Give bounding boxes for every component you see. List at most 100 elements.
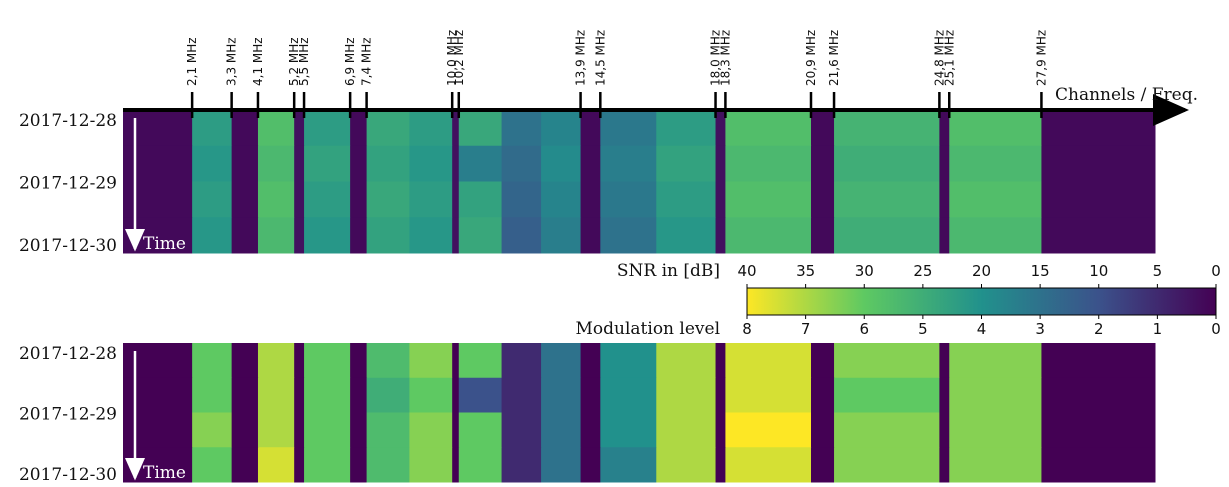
heatmap-cell	[192, 377, 233, 413]
heatmap-cell	[458, 377, 503, 413]
heatmap-cell	[458, 412, 503, 448]
x-tick-label: 4,1 MHz	[251, 37, 265, 86]
x-tick-label: 7,4 MHz	[360, 37, 374, 86]
heatmap-cell	[541, 343, 582, 379]
x-tick-label: 13,9 MHz	[574, 30, 588, 86]
heatmap-cell	[715, 145, 726, 182]
colorbar-tick-label: 5	[918, 320, 928, 338]
x-tick-label: 20,9 MHz	[804, 30, 818, 86]
heatmap-cell	[715, 343, 726, 379]
heatmap-cell	[834, 447, 940, 483]
heatmap-cell	[257, 217, 295, 254]
x-tick-label: 10,0 MHz	[445, 30, 459, 86]
heatmap-cell	[231, 110, 259, 147]
heatmap-cell	[123, 145, 193, 182]
heatmap-cell	[501, 181, 542, 218]
heatmap-cell	[600, 217, 657, 254]
heatmap-cell	[656, 343, 717, 379]
colorbar-tick-label: 15	[1031, 262, 1050, 280]
heatmap-cell	[811, 447, 835, 483]
heatmap-cell	[257, 181, 295, 218]
heatmap-cell	[501, 217, 542, 254]
date-label: 2017-12-28	[19, 111, 117, 131]
heatmap-cell	[257, 343, 295, 379]
heatmap-cell	[409, 181, 453, 218]
heatmap-cell	[656, 181, 717, 218]
heatmap-cell	[452, 412, 460, 448]
heatmap-cell	[949, 145, 1042, 182]
colorbar-tick-label: 25	[913, 262, 932, 280]
heatmap-cell	[501, 145, 542, 182]
heatmap-cell	[366, 447, 410, 483]
heatmap-cell	[600, 110, 657, 147]
heatmap-cell	[350, 343, 368, 379]
heatmap-cell	[304, 377, 351, 413]
x-tick-label: 14,5 MHz	[593, 30, 607, 86]
heatmap-cell	[656, 412, 717, 448]
time-label: Time	[143, 463, 186, 483]
heatmap-cell	[452, 145, 460, 182]
heatmap-cell	[715, 110, 726, 147]
colorbar-tick-label: 6	[859, 320, 869, 338]
x-tick-label: 3,3 MHz	[225, 37, 239, 86]
heatmap-cell	[949, 217, 1042, 254]
heatmap-cell	[715, 181, 726, 218]
heatmap-cell	[452, 181, 460, 218]
heatmap-cell	[350, 145, 368, 182]
heatmap-cell	[123, 343, 193, 379]
colorbar-tick-label: 2	[1094, 320, 1104, 338]
heatmap-cell	[939, 145, 950, 182]
heatmap-cell	[231, 145, 259, 182]
colorbar-label: SNR in [dB]	[617, 261, 720, 281]
heatmap-cell	[834, 343, 940, 379]
colorbar-tick-label: 30	[855, 262, 874, 280]
heatmap-cell	[1041, 412, 1156, 448]
heatmap-cell	[656, 377, 717, 413]
heatmap-cell	[294, 343, 305, 379]
heatmap-cell	[458, 181, 503, 218]
heatmap-cell	[409, 447, 453, 483]
colorbar-tick-label: 20	[972, 262, 991, 280]
heatmap-cell	[541, 447, 582, 483]
date-label: 2017-12-30	[19, 465, 117, 485]
date-label: 2017-12-28	[19, 344, 117, 364]
colorbar-tick-label: 0	[1211, 320, 1221, 338]
heatmap-cell	[715, 217, 726, 254]
date-label: 2017-12-29	[19, 174, 117, 194]
heatmap-cell	[580, 217, 601, 254]
heatmap-cell	[409, 412, 453, 448]
colorbar	[746, 287, 1217, 316]
heatmap-cell	[580, 343, 601, 379]
heatmap-cell	[231, 377, 259, 413]
heatmap-cell	[452, 110, 460, 147]
heatmap-cell	[580, 412, 601, 448]
heatmap-cell	[725, 145, 812, 182]
heatmap-cell	[366, 145, 410, 182]
heatmap-cell	[304, 181, 351, 218]
heatmap-cell	[257, 145, 295, 182]
heatmap-cell	[939, 343, 950, 379]
colorbar-tick-label: 0	[1211, 262, 1221, 280]
heatmap-cell	[501, 110, 542, 147]
heatmap-cell	[304, 217, 351, 254]
x-tick-label: 18,0 MHz	[709, 30, 723, 86]
heatmap-cell	[294, 447, 305, 483]
heatmap-cell	[834, 377, 940, 413]
heatmap-cell	[501, 377, 542, 413]
heatmap-cell	[409, 110, 453, 147]
heatmap-cell	[725, 377, 812, 413]
x-tick-label: 18,3 MHz	[718, 30, 732, 86]
heatmap-cell	[192, 217, 233, 254]
heatmap-cell	[350, 110, 368, 147]
x-axis-label: Channels / Freq.	[1055, 85, 1198, 105]
heatmap-cell	[366, 412, 410, 448]
x-tick-label: 5,2 MHz	[287, 37, 301, 86]
heatmap-cell	[458, 110, 503, 147]
heatmap-cell	[452, 343, 460, 379]
heatmap-cell	[715, 377, 726, 413]
heatmap-cell	[939, 181, 950, 218]
heatmap-cell	[1041, 145, 1156, 182]
x-tick-label: 21,6 MHz	[827, 30, 841, 86]
x-tick-label: 2,1 MHz	[185, 37, 199, 86]
